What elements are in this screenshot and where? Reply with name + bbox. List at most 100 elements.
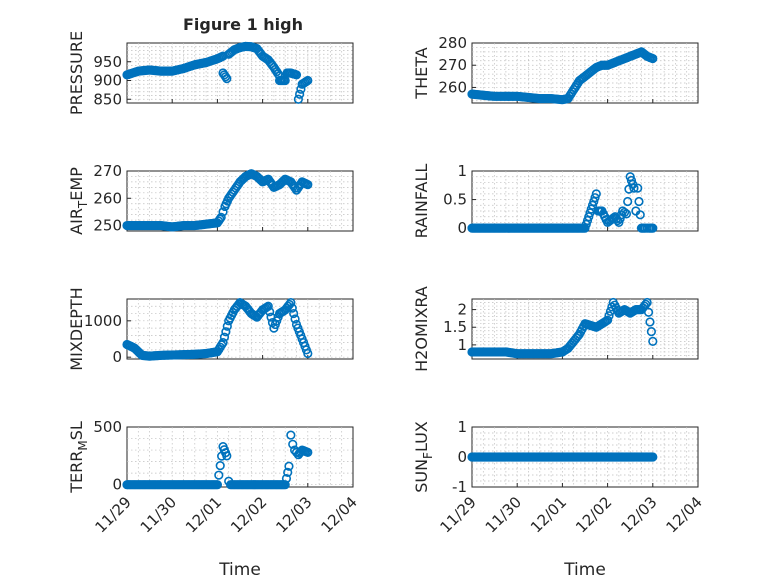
data-point bbox=[288, 439, 298, 449]
y-tick-label: 1 bbox=[457, 162, 467, 180]
data-point bbox=[303, 180, 313, 190]
data-point bbox=[643, 307, 654, 317]
y-tick-label: 1000 bbox=[84, 312, 122, 330]
subplot-6: 11.52 H2OMIXRA bbox=[412, 286, 699, 372]
subplot-2: 260 270 280 THETA bbox=[412, 34, 699, 105]
x-tick-label: 12/03 bbox=[272, 493, 315, 536]
series-markers bbox=[122, 298, 313, 361]
y-tick-label: 0 bbox=[457, 448, 467, 466]
data-point bbox=[602, 315, 613, 325]
data-point bbox=[621, 209, 632, 219]
x-tick-label: 12/02 bbox=[572, 493, 615, 536]
y-axis-label: RAINFALL bbox=[412, 164, 431, 239]
subplot-8: -1 0 1 11/29 11/30 12/01 12/02 12/03 12/04 SUNFLU… bbox=[412, 418, 706, 580]
y-tick-label: 950 bbox=[93, 53, 122, 71]
y-tick-label: 900 bbox=[93, 72, 122, 90]
y-tick-label: 850 bbox=[93, 90, 122, 108]
x-tick-label: 12/04 bbox=[663, 493, 706, 536]
y-tick-label: 250 bbox=[93, 217, 122, 235]
x-axis-label: Time bbox=[218, 560, 261, 580]
series-markers bbox=[122, 430, 313, 490]
x-tick-label: 11/29 bbox=[92, 493, 135, 536]
y-tick-label: 270 bbox=[438, 56, 467, 74]
data-point bbox=[604, 311, 614, 321]
data-point bbox=[280, 480, 290, 490]
data-point bbox=[219, 332, 230, 342]
x-axis-label: Time bbox=[563, 560, 606, 580]
data-point bbox=[265, 307, 275, 317]
data-point bbox=[648, 223, 658, 233]
data-point bbox=[619, 207, 630, 218]
subplot-7: 0 500 11/29 11/30 12/01 12/02 12/03 12/04 TERRMS… bbox=[67, 418, 361, 580]
figure-title: Figure 1 high bbox=[183, 15, 303, 34]
y-tick-label: 500 bbox=[93, 418, 122, 436]
y-axis-label: SUNFLUX bbox=[412, 421, 435, 493]
data-point bbox=[214, 470, 224, 480]
data-point bbox=[287, 303, 297, 313]
data-point bbox=[642, 297, 652, 308]
data-point bbox=[212, 480, 222, 490]
data-point bbox=[286, 430, 296, 440]
data-point bbox=[289, 308, 299, 319]
data-point bbox=[623, 196, 633, 207]
y-axis-label: MIXDEPTH bbox=[67, 287, 86, 370]
data-point bbox=[286, 298, 296, 308]
data-point bbox=[218, 338, 228, 348]
data-point bbox=[295, 89, 305, 99]
x-tick-label: 11/30 bbox=[137, 493, 180, 536]
data-point bbox=[629, 183, 639, 193]
data-point bbox=[263, 301, 273, 311]
x-tick-label: 12/01 bbox=[182, 493, 225, 536]
data-point bbox=[284, 461, 294, 471]
data-point bbox=[591, 189, 601, 199]
data-point bbox=[220, 72, 231, 82]
data-point bbox=[646, 327, 656, 337]
data-point bbox=[645, 317, 655, 327]
series-markers bbox=[122, 169, 313, 232]
x-tick-label: 11/29 bbox=[437, 493, 480, 536]
y-axis-label: THETA bbox=[412, 47, 431, 99]
y-tick-label: 1.5 bbox=[443, 318, 467, 336]
data-point bbox=[216, 212, 226, 222]
data-point bbox=[290, 314, 300, 324]
data-point bbox=[648, 53, 658, 64]
y-tick-label: 1 bbox=[457, 336, 467, 354]
x-tick-label: 12/04 bbox=[318, 493, 361, 536]
data-point bbox=[215, 461, 225, 471]
y-tick-label: 260 bbox=[438, 78, 467, 96]
y-tick-label: -1 bbox=[452, 478, 467, 496]
series-markers bbox=[467, 297, 658, 359]
y-tick-label: 1 bbox=[457, 418, 467, 436]
y-tick-label: 270 bbox=[93, 162, 122, 180]
series-markers bbox=[467, 452, 658, 462]
y-tick-label: 0.5 bbox=[443, 191, 467, 209]
data-point bbox=[634, 196, 644, 207]
y-tick-label: 280 bbox=[438, 34, 467, 52]
x-tick-label: 12/02 bbox=[227, 493, 270, 536]
data-point bbox=[291, 70, 302, 80]
data-point bbox=[633, 183, 643, 193]
y-axis-label: H2OMIXRA bbox=[412, 286, 431, 372]
data-point bbox=[635, 210, 645, 220]
subplot-4: 0 0.5 1 RAINFALL bbox=[412, 162, 699, 239]
y-tick-label: 0 bbox=[457, 219, 467, 237]
data-point bbox=[218, 207, 228, 217]
data-point bbox=[222, 74, 232, 84]
data-point bbox=[303, 75, 313, 86]
data-point bbox=[303, 447, 313, 457]
data-point bbox=[283, 467, 293, 477]
data-point bbox=[222, 321, 232, 331]
y-axis-label: TERRMSL bbox=[67, 421, 90, 494]
data-point bbox=[222, 451, 232, 461]
data-point bbox=[221, 327, 231, 337]
series-markers bbox=[467, 47, 658, 105]
y-axis-label: AIRTEMP bbox=[67, 167, 90, 235]
y-axis-label: PRESSURE bbox=[67, 31, 86, 115]
x-tick-label: 11/30 bbox=[482, 493, 525, 536]
data-point bbox=[281, 473, 292, 484]
data-point bbox=[648, 336, 658, 346]
data-point bbox=[293, 94, 303, 104]
